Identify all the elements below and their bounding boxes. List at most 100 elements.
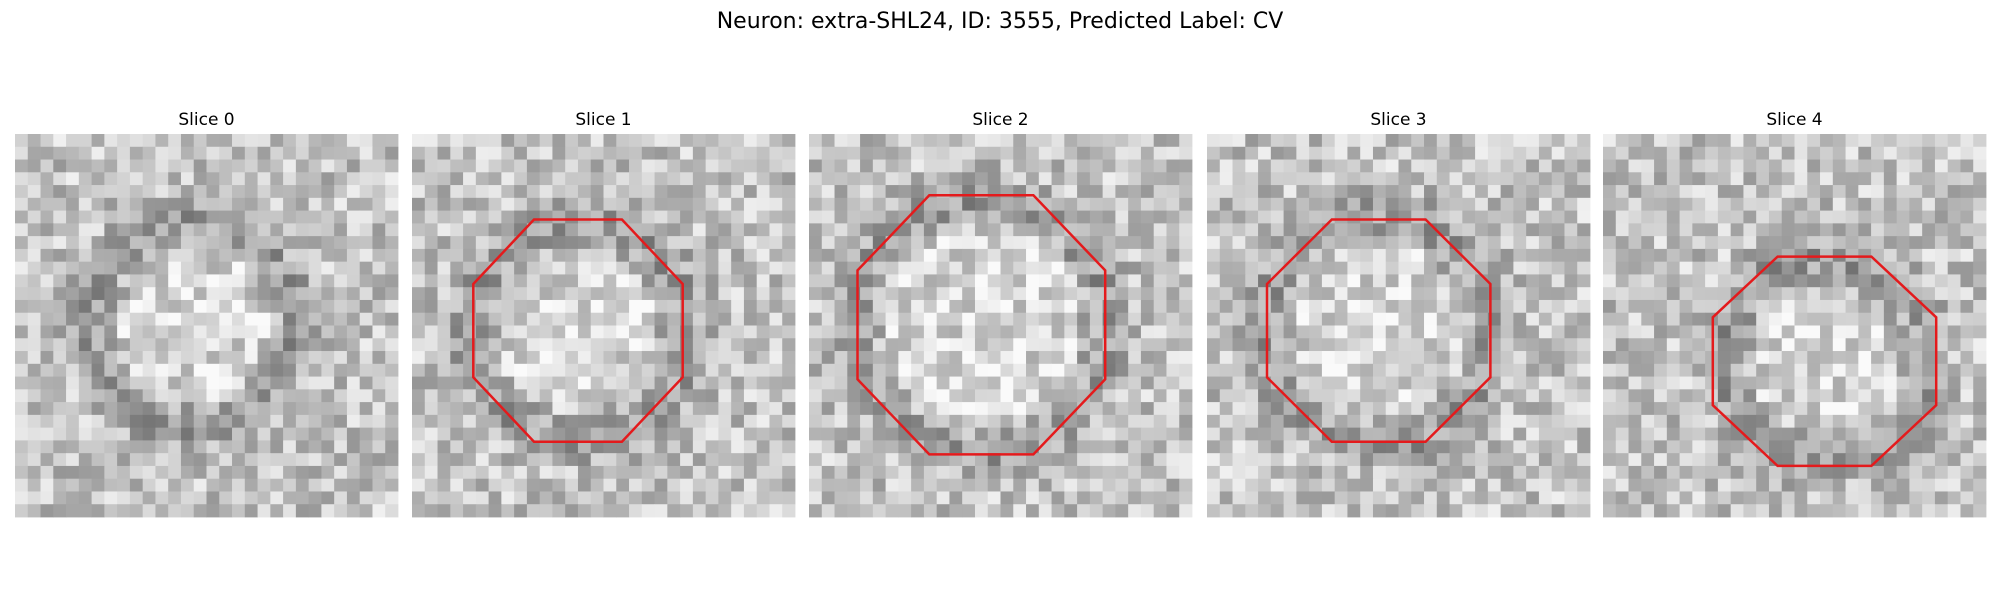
- pixel: [680, 376, 694, 390]
- pixel: [1487, 134, 1502, 148]
- pixel: [872, 363, 886, 377]
- pixel: [1128, 274, 1142, 288]
- pixel: [1102, 134, 1116, 148]
- pixel: [295, 146, 310, 160]
- pixel: [334, 427, 348, 441]
- pixel: [1219, 185, 1233, 199]
- pixel: [949, 197, 963, 211]
- pixel: [385, 172, 399, 186]
- pixel: [911, 172, 925, 186]
- pixel: [949, 210, 963, 224]
- pixel: [1424, 440, 1438, 454]
- pixel: [705, 363, 719, 377]
- pixel: [1077, 248, 1091, 263]
- pixel: [359, 389, 373, 403]
- pixel: [193, 159, 207, 173]
- pixel: [705, 389, 719, 403]
- pixel: [1000, 299, 1014, 314]
- pixel: [1654, 427, 1668, 441]
- pixel: [514, 402, 528, 416]
- pixel: [321, 210, 335, 224]
- pixel: [923, 172, 938, 186]
- pixel: [629, 376, 643, 390]
- pixel: [1794, 261, 1808, 275]
- pixel: [1309, 414, 1323, 429]
- pixel: [1115, 338, 1129, 352]
- pixel: [1179, 223, 1193, 237]
- pixel: [1140, 223, 1155, 237]
- pixel: [1845, 236, 1859, 250]
- pixel: [1077, 185, 1091, 199]
- pixel: [1832, 465, 1846, 480]
- pixel: [692, 351, 707, 365]
- pixel: [283, 402, 297, 416]
- pixel: [91, 338, 105, 352]
- pixel: [898, 414, 912, 429]
- pixel: [1026, 363, 1040, 377]
- pixel: [1334, 146, 1348, 160]
- pixel: [1960, 159, 1974, 173]
- pixel: [1207, 312, 1221, 326]
- pixel: [1398, 236, 1412, 250]
- pixel: [1232, 210, 1246, 224]
- pixel: [565, 134, 579, 148]
- pixel: [911, 210, 925, 224]
- pixel: [412, 389, 426, 403]
- pixel: [1411, 504, 1425, 518]
- pixel: [40, 185, 54, 199]
- pixel: [193, 236, 207, 250]
- pixel: [129, 197, 144, 211]
- pixel: [1551, 478, 1565, 492]
- pixel: [1309, 299, 1323, 314]
- pixel: [1666, 465, 1680, 480]
- pixel: [834, 504, 848, 518]
- pixel: [450, 427, 464, 441]
- pixel: [834, 134, 848, 148]
- pixel: [1666, 389, 1680, 403]
- pixel: [129, 427, 144, 441]
- pixel: [117, 197, 131, 211]
- pixel: [809, 248, 823, 263]
- pixel: [40, 287, 54, 301]
- pixel: [91, 236, 105, 250]
- pixel: [1219, 287, 1233, 301]
- pixel: [1424, 453, 1438, 467]
- pixel: [616, 453, 630, 467]
- pixel: [936, 338, 950, 352]
- pixel: [1026, 159, 1040, 173]
- pixel: [1871, 274, 1885, 288]
- pixel: [117, 351, 131, 365]
- pixel: [1705, 146, 1719, 160]
- pixel: [577, 236, 592, 250]
- pixel: [1615, 248, 1629, 263]
- pixel: [321, 453, 335, 467]
- pixel: [1475, 376, 1489, 390]
- pixel: [488, 440, 502, 454]
- pixel: [705, 299, 719, 314]
- pixel: [1013, 453, 1027, 467]
- pixel: [705, 274, 719, 288]
- pixel: [654, 159, 668, 173]
- pixel: [321, 134, 335, 148]
- pixel: [962, 389, 976, 403]
- pixel: [244, 312, 258, 326]
- pixel: [117, 325, 131, 339]
- pixel: [385, 312, 399, 326]
- pixel: [450, 376, 464, 390]
- pixel: [450, 134, 464, 148]
- pixel: [1051, 351, 1065, 365]
- pixel: [987, 478, 1001, 492]
- pixel: [155, 274, 169, 288]
- pixel: [1947, 325, 1961, 339]
- pixel: [1832, 440, 1846, 454]
- pixel: [577, 465, 592, 480]
- pixel: [219, 223, 233, 237]
- pixel: [1960, 197, 1974, 211]
- pixel: [911, 248, 925, 263]
- pixel: [1051, 440, 1065, 454]
- pixel: [834, 274, 848, 288]
- pixel: [334, 351, 348, 365]
- pixel: [974, 274, 989, 288]
- pixel: [1743, 223, 1757, 237]
- pixel: [1705, 210, 1719, 224]
